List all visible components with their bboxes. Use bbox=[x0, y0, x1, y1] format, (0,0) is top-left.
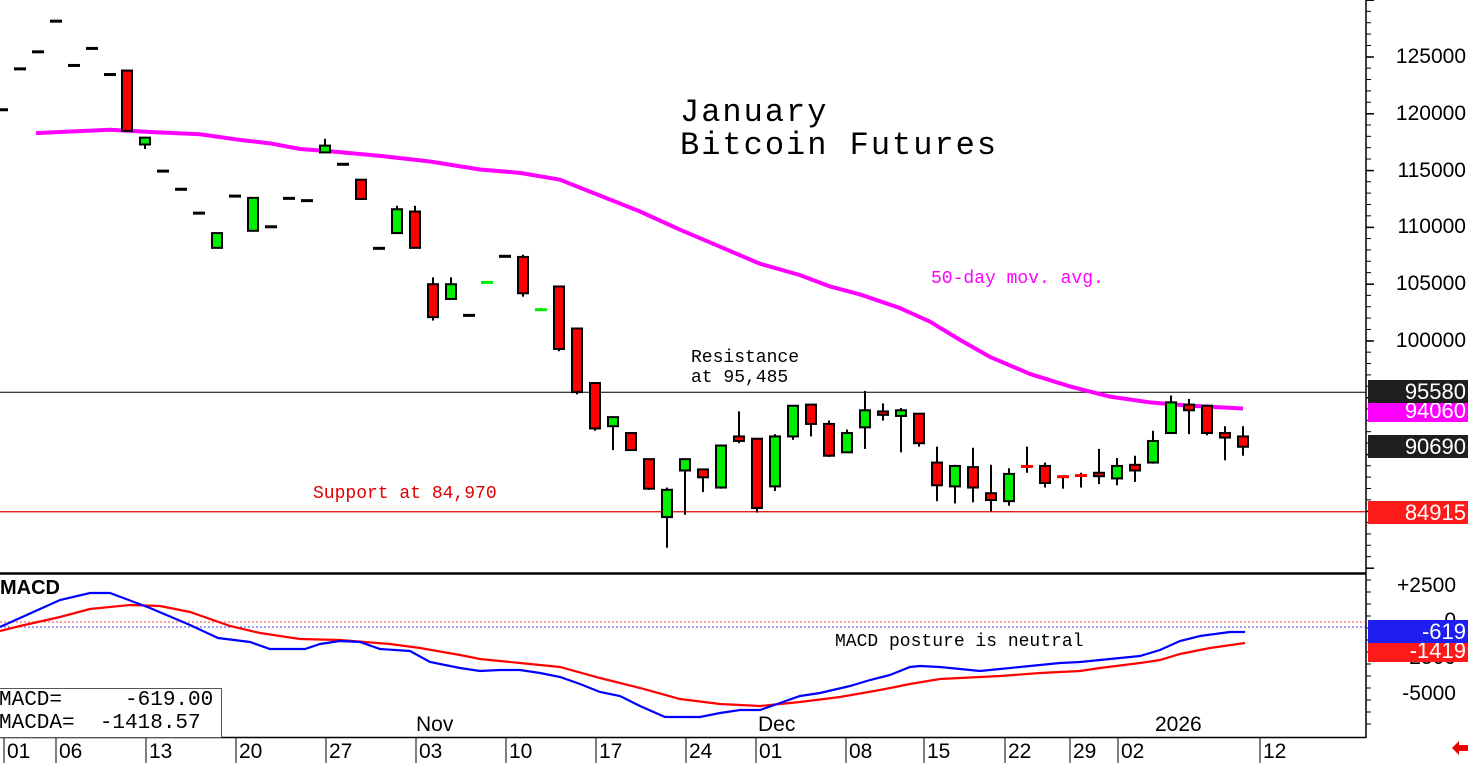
macd-tick-minus5000: -5000 bbox=[1402, 682, 1456, 705]
macda-value-tag: -1419 bbox=[1368, 639, 1468, 662]
x-axis-ticks bbox=[3, 738, 1261, 763]
macd-lines bbox=[0, 591, 1366, 719]
x-tick-label: 27 bbox=[329, 740, 353, 763]
x-tick-label: 02 bbox=[1121, 740, 1145, 763]
x-tick-label: 15 bbox=[927, 740, 951, 763]
x-tick-label: 01 bbox=[7, 740, 31, 763]
price-tick-120000: 120000 bbox=[1395, 102, 1466, 125]
candlesticks bbox=[0, 19, 1249, 548]
x-tick-label: 06 bbox=[59, 740, 83, 763]
resistance-label-2: at 95,485 bbox=[691, 368, 789, 388]
macd-readout-value: MACD= -619.00 bbox=[0, 689, 214, 712]
price-tick-110000: 110000 bbox=[1397, 215, 1466, 238]
resistance-value-tag: 95580 bbox=[1368, 380, 1468, 403]
x-tick-label: 22 bbox=[1008, 740, 1032, 763]
macd-posture-label: MACD posture is neutral bbox=[835, 632, 1084, 652]
month-label: 2026 bbox=[1155, 713, 1202, 736]
price-tick-125000: 125000 bbox=[1395, 45, 1466, 68]
price-tick-105000: 105000 bbox=[1395, 272, 1466, 295]
price-tick-115000: 115000 bbox=[1397, 159, 1466, 182]
month-label: Dec bbox=[758, 713, 796, 736]
level-lines bbox=[0, 391, 1366, 513]
resistance-label-1: Resistance bbox=[691, 348, 800, 368]
macd-value-tag: -619 bbox=[1368, 620, 1468, 643]
x-tick-label: 10 bbox=[509, 740, 533, 763]
x-tick-label: 29 bbox=[1073, 740, 1097, 763]
title-line-2: Bitcoin Futures bbox=[680, 127, 999, 164]
x-tick-label: 01 bbox=[759, 740, 783, 763]
x-tick-label: 13 bbox=[149, 740, 173, 763]
x-tick-label: 03 bbox=[419, 740, 443, 763]
price-tick-100000: 100000 bbox=[1395, 329, 1466, 352]
title-line-1: January bbox=[680, 94, 829, 131]
support-value-tag: 84915 bbox=[1368, 501, 1468, 524]
macd-panel-title: MACD bbox=[0, 577, 60, 599]
ma-label: 50-day mov. avg. bbox=[931, 269, 1104, 289]
x-tick-label: 12 bbox=[1263, 740, 1287, 763]
x-tick-label: 20 bbox=[239, 740, 263, 763]
month-label: Nov bbox=[416, 713, 454, 736]
macda-readout-value: MACDA= -1418.57 bbox=[0, 712, 201, 735]
chart-title: January Bitcoin Futures bbox=[680, 96, 998, 162]
ma50-line bbox=[35, 127, 1244, 411]
macd-readout: MACD= -619.00 MACDA= -1418.57 bbox=[0, 688, 222, 738]
macd-tick-plus2500: +2500 bbox=[1397, 574, 1456, 597]
x-tick-label: 24 bbox=[689, 740, 713, 763]
ma-value-tag: 94060 bbox=[1368, 399, 1468, 422]
support-label: Support at 84,970 bbox=[313, 484, 497, 504]
close-value-tag: 90690 bbox=[1368, 435, 1468, 458]
x-tick-label: 17 bbox=[599, 740, 623, 763]
back-arrow-icon[interactable] bbox=[1452, 741, 1468, 755]
x-tick-label: 08 bbox=[849, 740, 873, 763]
